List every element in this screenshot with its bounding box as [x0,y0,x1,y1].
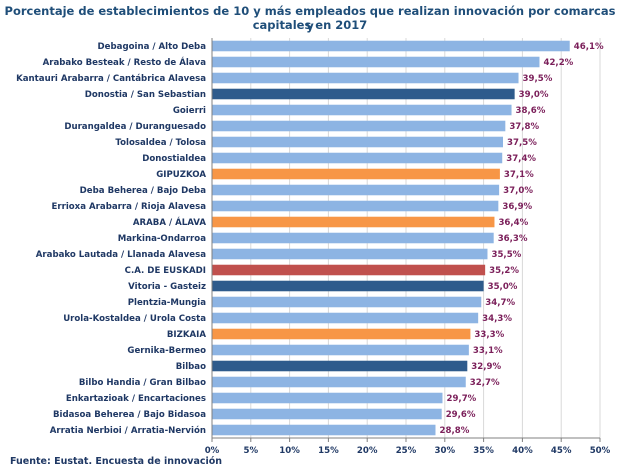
value-label: 32,7% [470,378,500,388]
category-label: Donostialdea [142,154,206,164]
value-label: 37,4% [506,154,536,164]
value-label: 39,5% [523,74,553,84]
value-label: 28,8% [439,426,469,436]
x-tick-label: 30% [435,446,456,456]
bar [212,216,495,228]
chart-title-line1: Porcentaje de establecimientos de 10 y m… [4,4,616,33]
category-label: ARABA / ÁLAVA [133,216,207,228]
value-label: 37,1% [504,170,534,180]
x-tick-label: 5% [244,446,259,456]
value-label: 37,5% [507,138,537,148]
chart-title-line2: capitales en 2017 [252,18,368,32]
bar [212,40,570,52]
x-axis: 0% 5% 10% 15% 20% 25% 30% 35% 40% 45% 50% [205,38,611,456]
value-label: 33,1% [473,346,503,356]
value-label: 33,3% [474,330,504,340]
bars [212,40,570,436]
bar [212,152,503,164]
value-label: 34,7% [485,298,515,308]
x-tick-label: 15% [318,446,339,456]
bar [212,104,512,116]
value-label: 36,4% [498,218,528,228]
value-label: 36,3% [498,234,528,244]
x-tick-label: 35% [473,446,494,456]
category-label: Goierri [173,106,206,116]
category-label: Bidasoa Beherea / Bajo Bidasoa [53,410,206,420]
value-label: 42,2% [543,58,573,68]
bar [212,312,479,324]
category-label: Donostia / San Sebastian [85,90,206,100]
bar [212,296,482,308]
x-tick-label: 20% [357,446,378,456]
bar [212,360,468,372]
bar [212,168,500,180]
category-label: Errioxa Arabarra / Rioja Alavesa [51,202,206,212]
bar [212,376,466,388]
value-labels: 46,1%42,2% 39,5% 39,0% 38,6% 37,8% 37,5% 37,4%… [439,42,603,436]
bar [212,280,484,292]
bar [212,200,499,212]
bar [212,344,469,356]
x-tick-label: 0% [205,446,220,456]
value-label: 35,2% [489,266,519,276]
bar [212,424,436,436]
x-tick-label: 45% [551,446,572,456]
bar [212,120,506,132]
value-label: 36,9% [502,202,532,212]
bar [212,264,486,276]
value-label: 46,1% [574,42,604,52]
value-label: 29,6% [446,410,476,420]
category-label: GIPUZKOA [156,170,206,180]
category-label: Plentzia-Mungia [128,298,206,308]
x-tick-label: 10% [279,446,300,456]
bar [212,392,443,404]
x-tick-label: 40% [512,446,533,456]
category-label: Kantauri Arabarra / Cantábrica Alavesa [16,74,206,84]
value-label: 38,6% [516,106,546,116]
value-label: 29,7% [446,394,476,404]
source-note: Fuente: Eustat. Encuesta de innovación [10,456,223,467]
category-labels: Debagoina / Alto Deba Arabako Besteak / R… [16,42,206,436]
category-label: Urola-Kostaldea / Urola Costa [63,314,206,324]
bar [212,88,515,100]
category-label: Vitoria - Gasteiz [128,282,206,292]
category-label: Bilbao [176,362,206,372]
category-label: Arratia Nerbioi / Arratia-Nervión [50,425,206,436]
bar [212,56,540,68]
bar [212,184,500,196]
category-label: Durangaldea / Duranguesado [64,122,206,132]
category-label: Debagoina / Alto Deba [98,42,207,52]
category-label: Markina-Ondarroa [118,234,206,244]
category-label: BIZKAIA [167,330,206,340]
value-label: 37,8% [509,122,539,132]
value-label: 37,0% [503,186,533,196]
category-label: Deba Beherea / Bajo Deba [80,186,207,196]
value-label: 32,9% [471,362,501,372]
value-label: 35,0% [488,282,518,292]
value-label: 34,3% [482,314,512,324]
category-label: Arabako Besteak / Resto de Álava [43,56,207,68]
bar [212,408,442,420]
bar [212,136,503,148]
bar [212,248,488,260]
bar [212,328,471,340]
category-label: Enkartazioak / Encartaciones [66,394,206,404]
x-tick-label: 50% [590,446,611,456]
value-label: 39,0% [519,90,549,100]
value-label: 35,5% [491,250,521,260]
category-label: Arabako Lautada / Llanada Alavesa [36,250,206,260]
category-label: Gernika-Bermeo [127,346,206,356]
bar [212,232,494,244]
category-label: Tolosaldea / Tolosa [115,138,206,148]
bar [212,72,519,84]
x-tick-label: 25% [396,446,417,456]
category-label: Bilbo Handia / Gran Bilbao [79,378,206,388]
category-label: C.A. DE EUSKADI [125,266,206,276]
